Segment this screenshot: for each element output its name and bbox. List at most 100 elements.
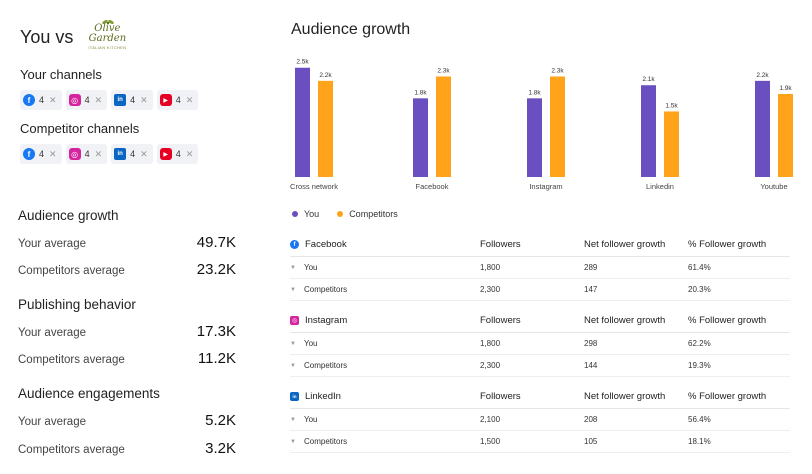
audience-engagements-your-average: Your average 5.2K <box>18 412 236 429</box>
bar-data-label: 2.5k <box>296 59 309 66</box>
chart-title: Audience growth <box>291 21 411 38</box>
competitors-average-label: Competitors average <box>18 444 125 456</box>
facebook-icon: f <box>23 94 35 106</box>
close-icon[interactable]: ✕ <box>49 148 57 159</box>
publishing-behavior-title: Publishing behavior <box>18 297 136 312</box>
close-icon[interactable]: ✕ <box>185 148 194 159</box>
network-name: Facebook <box>305 239 347 250</box>
table-row[interactable]: ▼ Competitors 1,500 105 18.1% <box>290 431 790 453</box>
table-row[interactable]: ▼ You 2,100 208 56.4% <box>290 409 790 431</box>
bar-data-label: 2.1k <box>642 76 655 83</box>
competitor-channels-chips: f 4 ✕ ◎ 4 ✕ in 4 ✕ ▶ 4 ✕ <box>20 144 199 164</box>
your-chip-linkedin[interactable]: in 4 ✕ <box>111 90 153 110</box>
linkedin-table: in LinkedIn Followers Net follower growth % … <box>290 385 790 453</box>
chip-count: 4 <box>175 149 181 159</box>
close-icon[interactable]: ✕ <box>49 94 57 105</box>
facebook-table: f Facebook Followers Net follower growth % F… <box>290 233 790 301</box>
bar-competitors-cross-network[interactable] <box>318 80 333 177</box>
table-row[interactable]: ▼ You 1,800 289 61.4% <box>290 257 790 279</box>
followers-cell: 2,300 <box>480 285 501 294</box>
legend-dot-icon <box>337 211 344 217</box>
close-icon[interactable]: ✕ <box>140 148 148 159</box>
you-vs-label: You vs <box>20 26 74 47</box>
audience-engagements-title: Audience engagements <box>18 386 160 401</box>
row-label-cell: ▼ You <box>290 263 480 272</box>
your-chip-facebook[interactable]: f 4 ✕ <box>20 90 62 110</box>
facebook-table-header: f Facebook Followers Net follower growth % F… <box>290 233 790 257</box>
bar-competitors-instagram[interactable] <box>550 76 565 177</box>
chip-count: 4 <box>84 95 90 105</box>
chevron-down-icon[interactable]: ▼ <box>290 362 296 369</box>
your-average-value: 17.3K <box>196 323 236 340</box>
chevron-down-icon[interactable]: ▼ <box>290 340 296 347</box>
your-chip-youtube[interactable]: ▶ 4 ✕ <box>156 90 199 110</box>
chevron-down-icon[interactable]: ▼ <box>290 416 296 423</box>
olive-garden-logo: Olive Garden ITALIAN KITCHEN <box>85 20 129 52</box>
bar-you-youtube[interactable] <box>755 80 770 177</box>
chevron-down-icon[interactable]: ▼ <box>290 286 296 293</box>
chip-count: 4 <box>84 149 90 159</box>
instagram-icon: ◎ <box>290 316 299 325</box>
linkedin-icon: in <box>114 94 127 106</box>
bar-you-instagram[interactable] <box>527 98 542 177</box>
bar-competitors-facebook[interactable] <box>436 76 451 177</box>
bar-data-label: 2.3k <box>551 67 564 74</box>
competitors-average-value: 11.2K <box>197 350 236 367</box>
instagram-icon: ◎ <box>68 148 81 160</box>
competitors-average-value: 3.2K <box>205 440 236 457</box>
bar-you-cross-network[interactable] <box>295 67 310 177</box>
publishing-behavior-your-average: Your average 17.3K <box>18 323 236 340</box>
audience-growth-competitors-average: Competitors average 23.2K <box>18 261 236 278</box>
bar-data-label: 2.3k <box>437 67 450 74</box>
table-row[interactable]: ▼ Competitors 2,300 147 20.3% <box>290 279 790 301</box>
competitor-chip-youtube[interactable]: ▶ 4 ✕ <box>156 144 199 164</box>
bar-you-facebook[interactable] <box>413 98 428 177</box>
close-icon[interactable]: ✕ <box>94 94 103 105</box>
legend-label: Competitors <box>349 209 398 219</box>
competitors-average-label: Competitors average <box>18 354 125 366</box>
instagram-icon: ◎ <box>68 94 81 106</box>
chip-count: 4 <box>39 149 45 159</box>
chevron-down-icon[interactable]: ▼ <box>290 438 296 445</box>
row-label-cell: ▼ Competitors <box>290 437 480 446</box>
followers-cell: 1,800 <box>480 263 501 272</box>
competitor-chip-instagram[interactable]: ◎ 4 ✕ <box>65 144 108 164</box>
your-average-label: Your average <box>18 238 86 250</box>
instagram-table: ◎ Instagram Followers Net follower growth % … <box>290 309 790 377</box>
row-label: Competitors <box>304 437 348 446</box>
competitor-chip-facebook[interactable]: f 4 ✕ <box>20 144 62 164</box>
pct-growth-cell: 56.4% <box>688 415 711 424</box>
instagram-network-cell: ◎ Instagram <box>290 315 480 326</box>
facebook-icon: f <box>290 240 299 249</box>
row-label-cell: ▼ Competitors <box>290 285 480 294</box>
linkedin-icon: in <box>290 392 299 401</box>
legend-dot-icon <box>292 211 298 217</box>
close-icon[interactable]: ✕ <box>94 148 103 159</box>
bar-data-label: 1.9k <box>779 85 792 92</box>
legend-competitors[interactable]: Competitors <box>337 209 398 219</box>
legend-label: You <box>304 209 320 219</box>
close-icon[interactable]: ✕ <box>140 94 148 105</box>
table-row[interactable]: ▼ You 1,800 298 62.2% <box>290 333 790 355</box>
linkedin-network-cell: in LinkedIn <box>290 391 480 402</box>
comparison-header: You vs Olive Garden ITALIAN KITCHEN <box>20 20 129 52</box>
close-icon[interactable]: ✕ <box>185 94 194 105</box>
bar-you-linkedin[interactable] <box>641 85 656 177</box>
instagram-table-header: ◎ Instagram Followers Net follower growth % … <box>290 309 790 333</box>
your-chip-instagram[interactable]: ◎ 4 ✕ <box>65 90 108 110</box>
row-label-cell: ▼ You <box>290 339 480 348</box>
x-tick-label: Linkedin <box>646 182 674 191</box>
your-average-value: 5.2K <box>205 412 236 429</box>
row-label: Competitors <box>304 285 348 294</box>
competitor-channels-label: Competitor channels <box>20 121 140 136</box>
chevron-down-icon[interactable]: ▼ <box>290 264 296 271</box>
legend-you[interactable]: You <box>292 209 319 219</box>
competitor-chip-linkedin[interactable]: in 4 ✕ <box>111 144 153 164</box>
youtube-icon: ▶ <box>159 148 172 160</box>
column-header: % Follower growth <box>688 391 767 402</box>
bar-competitors-youtube[interactable] <box>778 93 793 177</box>
net-growth-cell: 289 <box>584 263 598 272</box>
table-row[interactable]: ▼ Competitors 2,300 144 19.3% <box>290 355 790 377</box>
bar-competitors-linkedin[interactable] <box>664 111 679 177</box>
chip-count: 4 <box>175 95 181 105</box>
